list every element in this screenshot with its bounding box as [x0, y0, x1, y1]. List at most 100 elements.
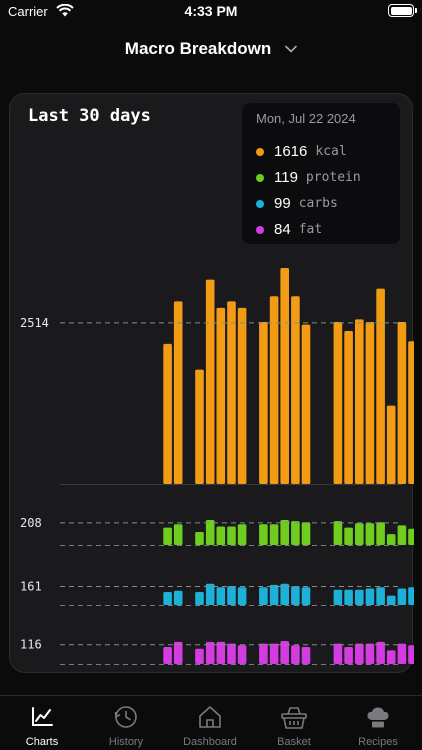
fat-bar	[365, 643, 375, 664]
protein-bar	[216, 526, 226, 545]
carbs-bar	[205, 583, 215, 605]
fat-bar	[386, 650, 396, 664]
tab-charts[interactable]: Charts	[0, 696, 84, 750]
protein-bar	[280, 520, 289, 545]
kcal-bar	[386, 405, 396, 484]
protein-bar	[163, 527, 172, 545]
tooltip-fat-value: 84	[274, 221, 291, 238]
kcal-bar	[205, 279, 215, 484]
tab-recipes[interactable]: Recipes	[336, 696, 420, 750]
protein-bar	[365, 523, 375, 545]
kcal-bar	[397, 322, 407, 484]
tooltip-protein-label: protein	[305, 170, 361, 185]
basket-icon	[281, 707, 307, 729]
fat-bar	[376, 641, 385, 664]
carbs-bar	[408, 587, 414, 605]
protein-bar	[301, 522, 311, 545]
chevron-down-icon	[285, 45, 298, 53]
house-icon	[199, 706, 221, 728]
kcal-bar	[269, 296, 279, 484]
status-bar: Carrier 4:33 PM	[0, 0, 422, 26]
tab-dashboard-label: Dashboard	[183, 736, 237, 748]
protein-bar	[173, 524, 183, 545]
tab-dashboard[interactable]: Dashboard	[168, 696, 252, 750]
protein-bar	[291, 521, 300, 545]
battery-icon	[388, 4, 417, 17]
tooltip-row-carbs: 99 carbs	[256, 195, 338, 212]
fat-bar	[333, 643, 343, 664]
tab-basket-label: Basket	[277, 736, 311, 748]
tab-history-label: History	[108, 736, 144, 748]
kcal-bar	[333, 322, 343, 484]
protein-bar	[205, 520, 215, 545]
carbs-bar	[216, 587, 226, 605]
fat-bar	[408, 645, 414, 664]
chart-icon	[32, 707, 53, 726]
chef-hat-icon	[367, 707, 389, 728]
fat-bar	[344, 647, 353, 664]
carbs-bar	[344, 589, 353, 605]
kcal-bar	[163, 343, 172, 484]
kcal-bar	[291, 296, 300, 484]
tab-basket[interactable]: Basket	[252, 696, 336, 750]
carbs-bar	[163, 592, 172, 605]
tab-history[interactable]: History	[84, 696, 168, 750]
carbs-bar	[291, 586, 300, 605]
kcal-reference-label: 2514	[20, 316, 49, 330]
chart-period-title: Last 30 days	[28, 106, 151, 126]
macro-bar-chart[interactable]: 2514 208 161 116	[10, 94, 414, 674]
protein-bar	[269, 524, 279, 545]
macro-selector-dropdown[interactable]: Macro Breakdown	[0, 36, 422, 62]
tooltip-carbs-value: 99	[274, 195, 291, 212]
tooltip-fat-label: fat	[298, 222, 323, 237]
tooltip-kcal-label: kcal	[315, 144, 347, 159]
fat-bar	[163, 647, 172, 664]
selection-tooltip: Mon, Jul 22 2024 1616 kcal 119 protein 9…	[242, 103, 400, 244]
tooltip-kcal-value: 1616	[274, 143, 308, 160]
kcal-bar	[227, 301, 236, 484]
fat-reference-label: 116	[20, 638, 42, 652]
fat-bar	[397, 643, 407, 664]
fat-bar	[301, 647, 311, 664]
tooltip-row-protein: 119 protein	[256, 169, 361, 186]
tooltip-protein-value: 119	[274, 169, 298, 186]
chart-card: Last 30 days 2514 208 161 116 Mon, Jul 22 2…	[9, 93, 414, 674]
kcal-bar	[195, 369, 204, 484]
fat-bar	[195, 648, 204, 664]
kcal-bar	[173, 301, 183, 484]
kcal-bar	[365, 322, 375, 484]
protein-bar	[355, 523, 364, 545]
protein-bar	[237, 524, 247, 545]
protein-bar	[397, 525, 407, 545]
carbs-bar	[269, 584, 279, 605]
clock-label: 4:33 PM	[184, 3, 238, 19]
carbs-reference-label: 161	[20, 580, 42, 594]
tab-charts-label: Charts	[25, 736, 59, 748]
fat-bar	[227, 643, 236, 664]
carbs-bar	[333, 589, 343, 605]
carbs-bar	[227, 586, 236, 605]
fat-bar	[237, 645, 247, 664]
kcal-bar	[376, 288, 385, 484]
kcal-dot-icon	[256, 147, 264, 156]
fat-bar	[291, 645, 300, 664]
kcal-bar	[280, 268, 289, 484]
fat-bar	[355, 643, 364, 664]
carrier-label: Carrier	[8, 4, 48, 19]
fat-bar	[280, 641, 289, 664]
tab-bar: Charts History Dashboard Basket Recipes	[0, 695, 422, 750]
protein-bar	[227, 526, 236, 545]
protein-bar	[344, 527, 353, 545]
fat-bar	[205, 641, 215, 664]
carbs-dot-icon	[256, 199, 264, 208]
fat-bar	[216, 641, 226, 664]
carbs-bar	[173, 590, 183, 605]
carbs-bar	[301, 587, 311, 605]
carbs-bar	[259, 587, 268, 605]
kcal-bar	[237, 307, 247, 484]
wifi-icon	[56, 4, 74, 17]
tooltip-date: Mon, Jul 22 2024	[256, 111, 356, 126]
carbs-bar	[397, 588, 407, 605]
fat-bar	[259, 643, 268, 664]
tooltip-carbs-label: carbs	[298, 196, 338, 211]
